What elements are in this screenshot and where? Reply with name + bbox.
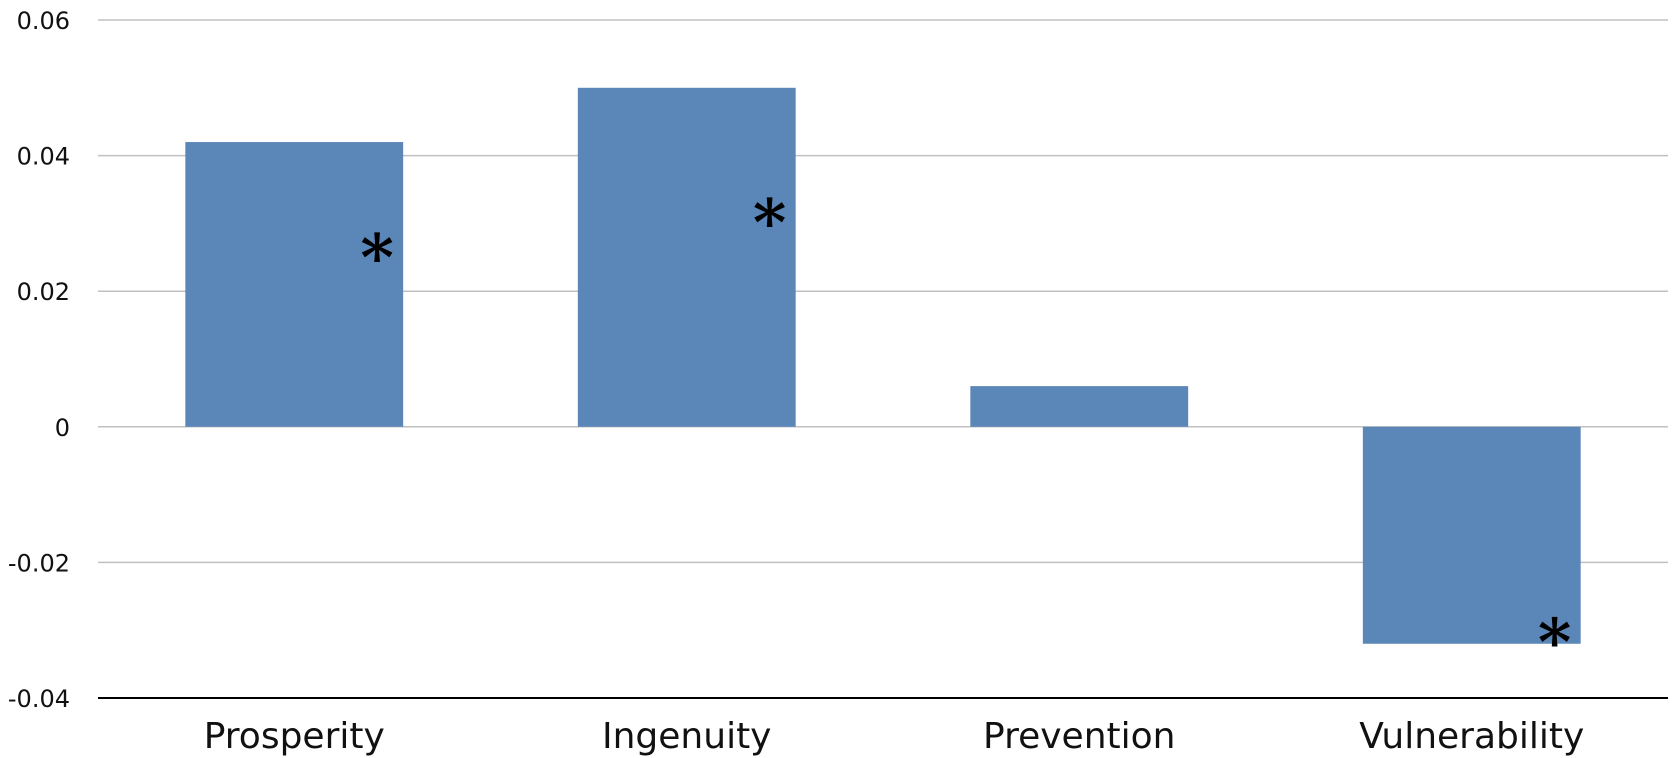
significance-marker: * bbox=[1538, 605, 1571, 680]
x-tick-labels: Prosperity Ingenuity Prevention Vulnerabili… bbox=[204, 716, 1585, 757]
significance-markers: * * * bbox=[360, 185, 1571, 679]
bar-ingenuity bbox=[577, 87, 796, 427]
x-tick-label: Vulnerability bbox=[1359, 716, 1584, 757]
bars bbox=[185, 87, 1581, 644]
y-tick-label: 0.06 bbox=[17, 7, 70, 35]
significance-marker: * bbox=[753, 185, 786, 260]
bar-prosperity bbox=[185, 142, 404, 427]
x-tick-label: Prevention bbox=[983, 716, 1175, 757]
y-tick-label: 0.02 bbox=[17, 278, 70, 306]
x-tick-label: Prosperity bbox=[204, 716, 385, 757]
y-tick-label: -0.04 bbox=[8, 685, 70, 713]
bar-prevention bbox=[970, 386, 1189, 427]
y-tick-label: 0.04 bbox=[17, 143, 70, 171]
y-tick-label: 0 bbox=[55, 414, 70, 442]
bar-vulnerability bbox=[1362, 426, 1581, 644]
significance-marker: * bbox=[360, 221, 393, 296]
y-tick-label: -0.02 bbox=[8, 549, 70, 577]
x-tick-label: Ingenuity bbox=[602, 716, 772, 757]
y-tick-labels: 0.06 0.04 0.02 0 -0.02 -0.04 bbox=[8, 7, 70, 713]
